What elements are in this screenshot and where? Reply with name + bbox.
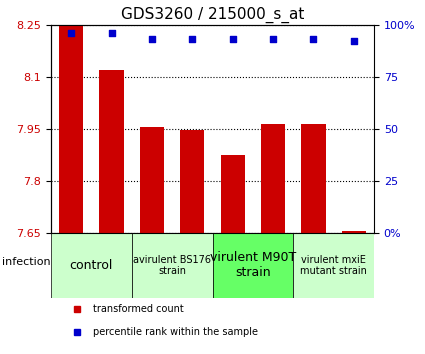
Point xyxy=(108,30,115,36)
Bar xyxy=(261,124,285,233)
FancyBboxPatch shape xyxy=(212,233,293,298)
Text: transformed count: transformed count xyxy=(93,304,184,314)
Bar xyxy=(180,130,204,233)
Text: avirulent BS176
strain: avirulent BS176 strain xyxy=(133,255,211,276)
Title: GDS3260 / 215000_s_at: GDS3260 / 215000_s_at xyxy=(121,7,304,23)
FancyBboxPatch shape xyxy=(132,233,212,298)
Point xyxy=(68,30,75,36)
Point xyxy=(149,36,156,42)
Bar xyxy=(301,124,326,233)
Point xyxy=(189,36,196,42)
Point xyxy=(310,36,317,42)
Point xyxy=(350,39,357,44)
Bar xyxy=(99,70,124,233)
Text: virulent mxiE
mutant strain: virulent mxiE mutant strain xyxy=(300,255,367,276)
Bar xyxy=(140,127,164,233)
Text: infection: infection xyxy=(3,257,51,267)
Bar xyxy=(221,155,245,233)
Text: virulent M90T
strain: virulent M90T strain xyxy=(210,251,296,279)
Point xyxy=(269,36,276,42)
Bar xyxy=(59,25,83,233)
Text: percentile rank within the sample: percentile rank within the sample xyxy=(93,327,258,337)
FancyBboxPatch shape xyxy=(293,233,374,298)
Bar xyxy=(342,231,366,233)
FancyBboxPatch shape xyxy=(51,233,132,298)
Text: control: control xyxy=(70,259,113,272)
Point xyxy=(230,36,236,42)
